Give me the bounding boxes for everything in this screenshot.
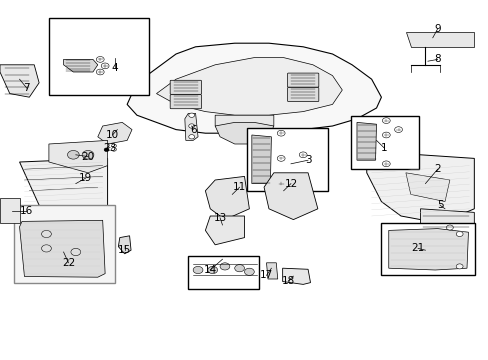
Circle shape [277, 156, 285, 161]
Circle shape [244, 268, 254, 275]
Circle shape [67, 150, 79, 159]
Circle shape [104, 148, 109, 152]
Circle shape [188, 135, 194, 139]
Polygon shape [420, 209, 473, 238]
Polygon shape [388, 229, 468, 270]
Circle shape [71, 248, 81, 256]
FancyBboxPatch shape [381, 223, 474, 275]
Circle shape [41, 245, 51, 252]
Circle shape [394, 127, 402, 132]
Circle shape [101, 63, 109, 69]
Text: 6: 6 [189, 125, 196, 135]
Circle shape [382, 118, 389, 123]
Text: 4: 4 [111, 63, 118, 73]
Polygon shape [184, 113, 198, 140]
Polygon shape [98, 122, 132, 144]
FancyBboxPatch shape [14, 205, 115, 283]
Circle shape [111, 148, 116, 151]
Circle shape [188, 124, 194, 128]
Circle shape [41, 230, 51, 238]
Text: 13: 13 [213, 213, 226, 223]
Polygon shape [405, 32, 473, 47]
Polygon shape [0, 198, 20, 223]
FancyBboxPatch shape [350, 116, 418, 169]
FancyBboxPatch shape [170, 80, 201, 94]
Polygon shape [266, 263, 277, 279]
Circle shape [193, 266, 203, 274]
Text: 5: 5 [436, 200, 443, 210]
Polygon shape [215, 122, 273, 144]
Text: 10: 10 [106, 130, 119, 140]
FancyBboxPatch shape [170, 95, 201, 109]
Text: 20: 20 [81, 152, 94, 162]
Polygon shape [118, 236, 131, 254]
Text: 7: 7 [23, 83, 30, 93]
Circle shape [382, 161, 389, 167]
Circle shape [446, 225, 452, 230]
Polygon shape [405, 173, 449, 202]
Text: 23: 23 [103, 143, 117, 153]
Polygon shape [366, 151, 473, 223]
Polygon shape [49, 140, 107, 173]
Circle shape [188, 113, 194, 117]
Circle shape [96, 57, 104, 62]
FancyBboxPatch shape [188, 256, 259, 289]
Circle shape [455, 231, 462, 237]
Circle shape [299, 152, 306, 158]
Circle shape [234, 265, 244, 272]
Text: 19: 19 [79, 173, 92, 183]
Polygon shape [356, 122, 376, 160]
Text: 15: 15 [118, 245, 131, 255]
Polygon shape [205, 176, 249, 220]
Polygon shape [215, 115, 273, 133]
Polygon shape [156, 58, 342, 115]
Polygon shape [205, 216, 244, 245]
Polygon shape [127, 43, 381, 133]
Text: 3: 3 [304, 155, 311, 165]
Circle shape [82, 150, 94, 159]
Circle shape [277, 130, 285, 136]
Polygon shape [251, 135, 271, 184]
Text: 8: 8 [433, 54, 440, 64]
Text: 22: 22 [61, 258, 75, 268]
Circle shape [220, 263, 229, 270]
Text: 11: 11 [232, 182, 246, 192]
Circle shape [207, 266, 217, 274]
FancyBboxPatch shape [246, 128, 327, 191]
Text: 18: 18 [281, 276, 295, 286]
Circle shape [277, 181, 285, 186]
Circle shape [111, 144, 116, 148]
Text: 2: 2 [433, 164, 440, 174]
Polygon shape [20, 220, 105, 277]
Polygon shape [20, 158, 107, 216]
Circle shape [382, 132, 389, 138]
FancyBboxPatch shape [49, 18, 149, 95]
Text: 21: 21 [410, 243, 424, 253]
Polygon shape [282, 268, 310, 284]
Text: 16: 16 [20, 206, 34, 216]
Text: 12: 12 [284, 179, 297, 189]
Text: 9: 9 [433, 24, 440, 34]
Circle shape [455, 264, 462, 269]
FancyBboxPatch shape [287, 73, 318, 87]
FancyBboxPatch shape [287, 87, 318, 102]
Text: 1: 1 [380, 143, 386, 153]
Circle shape [96, 69, 104, 75]
Polygon shape [264, 173, 317, 220]
Polygon shape [63, 59, 98, 72]
Text: 17: 17 [259, 270, 273, 280]
Text: 14: 14 [203, 265, 217, 275]
Polygon shape [0, 65, 39, 97]
